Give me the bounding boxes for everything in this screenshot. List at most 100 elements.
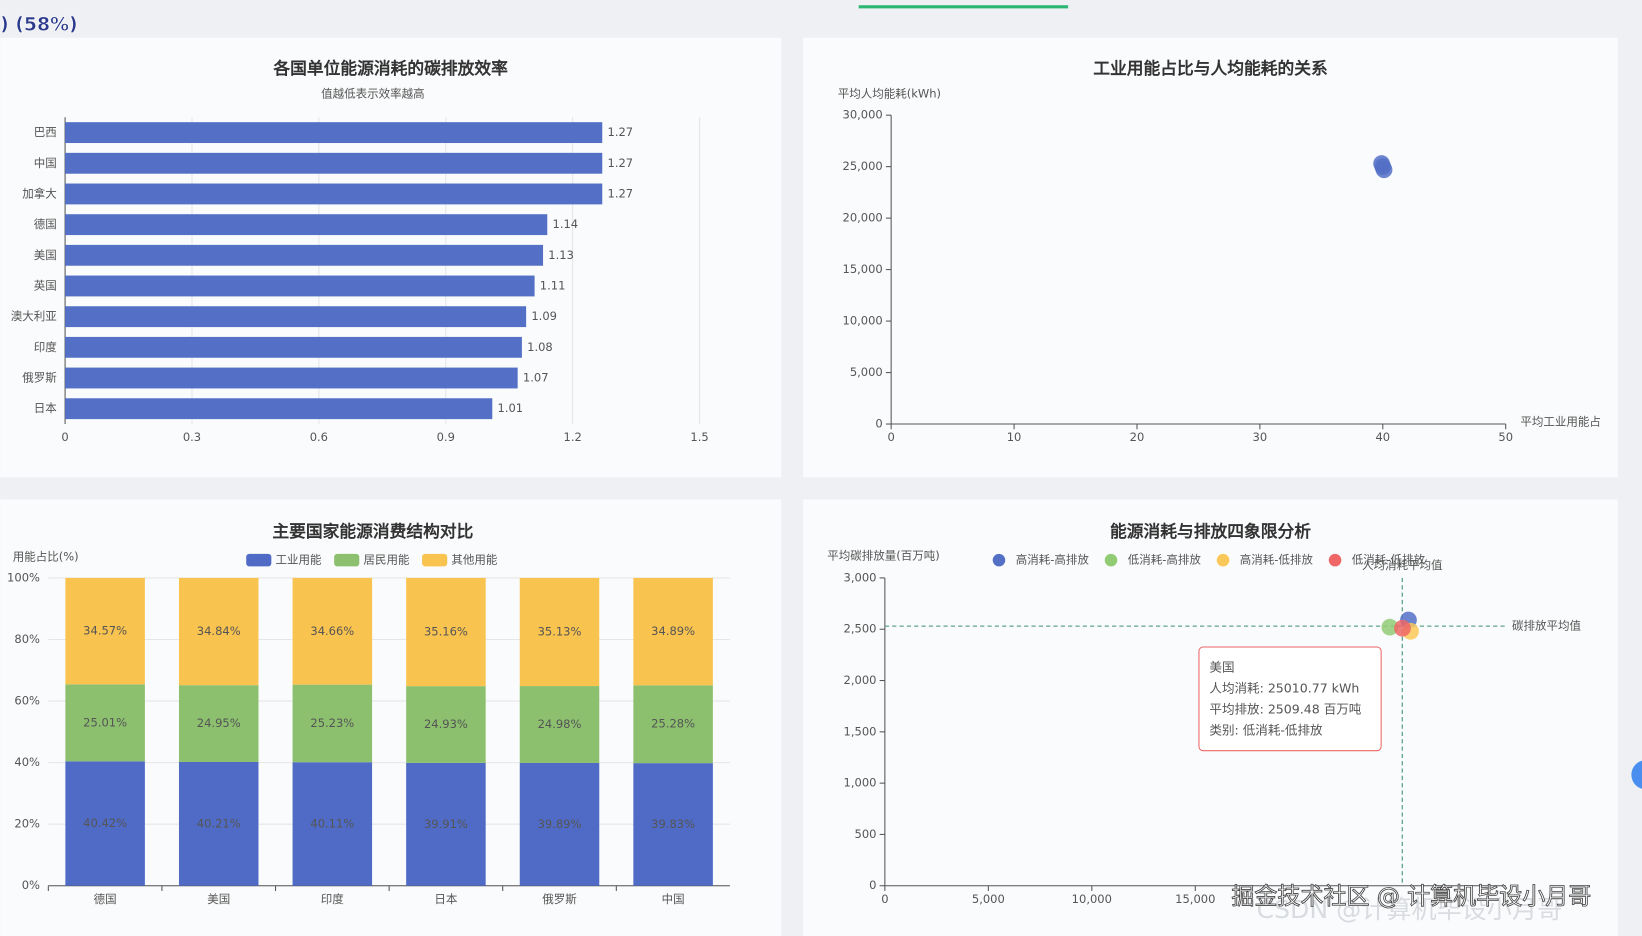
float-button[interactable]	[1631, 760, 1642, 789]
chart-title: 各国单位能源消耗的碳排放效率	[272, 58, 508, 78]
bar-segment	[633, 577, 713, 686]
x-tick-label: 0.3	[183, 430, 201, 444]
bar	[65, 306, 527, 328]
value-label: 1.27	[607, 156, 633, 170]
x-tick-label: 德国	[94, 892, 117, 906]
y-tick-label: 80%	[14, 632, 40, 646]
bar-segment	[178, 761, 259, 886]
legend-swatch	[334, 553, 360, 567]
value-label: 40.11%	[310, 817, 354, 831]
y-tick-label: 20,000	[843, 211, 883, 225]
y-tick-label: 15,000	[843, 262, 883, 276]
legend-swatch	[1328, 553, 1342, 567]
chart-title: 主要国家能源消费结构对比	[272, 521, 473, 541]
tooltip-title: 美国	[1209, 659, 1234, 674]
value-label: 40.21%	[197, 816, 241, 830]
value-label: 1.11	[540, 278, 566, 292]
value-label: 1.09	[531, 309, 557, 323]
legend-label: 高消耗-低排放	[1240, 553, 1314, 567]
point	[1381, 618, 1399, 636]
tooltip	[1198, 646, 1382, 752]
x-tick-label: 美国	[207, 892, 230, 906]
value-label: 40.42%	[83, 816, 127, 830]
x-tick-label: 10,000	[1072, 892, 1112, 906]
bar-segment	[65, 684, 145, 762]
y-tick-label: 巴西	[34, 125, 57, 139]
x-tick-label: 0.6	[310, 430, 328, 444]
bar-segment	[519, 686, 600, 763]
legend-label: 低消耗-高排放	[1128, 553, 1202, 567]
legend-swatch	[422, 553, 448, 567]
y-tick-label: 3,000	[844, 570, 877, 584]
legend-swatch	[1216, 553, 1230, 567]
bar	[65, 183, 603, 205]
y-tick-label: 1,500	[844, 724, 877, 738]
y-tick-label: 澳大利亚	[11, 309, 57, 323]
legend-label: 工业用能	[276, 553, 322, 567]
legend-swatch	[992, 553, 1006, 567]
tooltip-line: 类别: 低消耗-低排放	[1209, 722, 1323, 737]
value-label: 1.07	[523, 371, 549, 385]
point	[1374, 158, 1392, 176]
y-tick-label: 2,500	[844, 622, 877, 636]
chart-subtitle: 值越低表示效率越高	[321, 87, 425, 101]
value-label: 34.89%	[651, 624, 695, 638]
y-tick-label: 2,000	[844, 673, 877, 687]
bar-segment	[406, 762, 486, 886]
value-label: 1.13	[548, 248, 574, 262]
x-tick-label: 日本	[434, 892, 457, 906]
legend-swatch	[246, 553, 272, 567]
y-tick-label: 英国	[34, 278, 57, 292]
value-label: 1.08	[527, 340, 553, 354]
bar-segment	[633, 763, 713, 886]
y-tick-label: 印度	[34, 340, 57, 354]
bar-segment	[406, 686, 486, 763]
legend-swatch	[1104, 553, 1118, 567]
y-tick-label: 俄罗斯	[22, 371, 57, 385]
bar-segment	[178, 577, 259, 686]
y-tick-label: 德国	[34, 217, 57, 231]
x-tick-label: 50	[1498, 430, 1513, 444]
y-tick-label: 60%	[14, 694, 40, 708]
value-label: 39.91%	[424, 817, 468, 831]
x-tick-label: 1.5	[690, 430, 708, 444]
x-tick-label: 30	[1253, 430, 1268, 444]
progress: ) (58%)	[0, 15, 77, 36]
y-tick-label: 25,000	[843, 159, 883, 173]
value-label: 24.93%	[424, 717, 468, 731]
x-tick-label: 15,000	[1175, 892, 1215, 906]
value-label: 25.23%	[310, 716, 354, 730]
bar	[65, 152, 603, 174]
y-tick-label: 0%	[22, 878, 40, 892]
x-tick-label: 10	[1007, 430, 1022, 444]
value-label: 1.14	[553, 217, 579, 231]
value-label: 39.89%	[538, 817, 582, 831]
panel	[803, 37, 1618, 478]
y-axis-label: 平均人均能耗(kWh)	[838, 87, 941, 101]
tooltip-line: 平均排放: 2509.48 百万吨	[1209, 701, 1361, 716]
value-label: 35.16%	[424, 625, 468, 639]
value-label: 34.57%	[83, 624, 127, 638]
bar	[65, 398, 493, 420]
watermark: 掘金技术社区 @ 计算机毕设小月哥	[1231, 884, 1591, 910]
y-tick-label: 10,000	[843, 314, 883, 328]
x-tick-label: 印度	[321, 892, 344, 906]
y-tick-label: 日本	[34, 401, 57, 415]
y-tick-label: 美国	[34, 248, 57, 262]
active-tab	[858, 5, 1069, 9]
value-label: 25.01%	[83, 715, 127, 729]
y-tick-label: 30,000	[843, 108, 883, 122]
value-label: 1.27	[607, 125, 633, 139]
bar	[65, 244, 544, 266]
bar-segment	[292, 577, 373, 685]
y-tick-label: 500	[855, 827, 877, 841]
bar-segment	[292, 762, 373, 886]
bar-segment	[519, 762, 600, 886]
value-label: 1.01	[498, 401, 524, 415]
x-tick-label: 0	[881, 892, 888, 906]
y-axis-label: 平均碳排放量(百万吨)	[827, 548, 939, 562]
value-label: 1.27	[607, 186, 633, 200]
bar-segment	[65, 761, 145, 886]
value-label: 24.95%	[197, 716, 241, 730]
